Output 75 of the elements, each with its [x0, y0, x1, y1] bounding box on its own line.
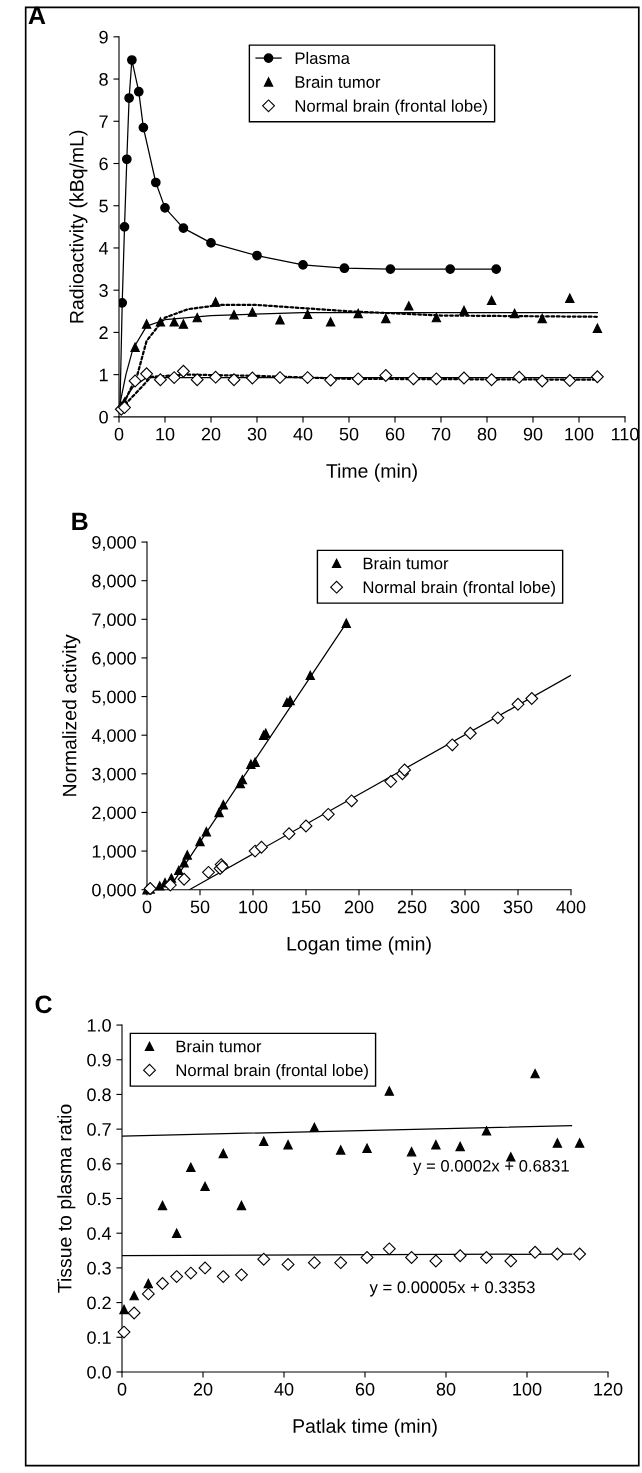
x-tick-label: 100	[239, 900, 268, 914]
x-tick-label: 10	[156, 427, 175, 441]
x-tick-label: 50	[339, 427, 359, 441]
y-tick-label: 8	[99, 72, 108, 86]
y-tick-label: 8,000	[92, 574, 136, 590]
y-tick-label: 0.2	[87, 1296, 111, 1310]
x-tick-label: 100	[513, 1382, 542, 1396]
x-tick-label: 0	[142, 900, 152, 914]
y-tick-label: 5	[99, 199, 108, 213]
chart-title: C	[35, 995, 52, 1014]
x-tick-label: 150	[292, 900, 321, 914]
x-tick-label: 50	[190, 900, 210, 914]
y-tick-label: 3,000	[92, 767, 136, 783]
x-tick-label: 20	[201, 427, 221, 441]
x-tick-label: 30	[247, 427, 267, 441]
chart-title: A	[28, 6, 46, 25]
x-tick-label: 70	[431, 427, 451, 441]
legend-label: Brain tumor	[295, 75, 381, 88]
x-tick-label: 60	[355, 1382, 375, 1396]
y-tick-label: 9	[99, 30, 108, 44]
x-tick-label: 200	[344, 900, 374, 914]
y-tick-label: 2,000	[92, 806, 136, 822]
legend-label: Brain tumor	[363, 557, 449, 570]
x-tick-label: 110	[611, 427, 639, 441]
y-axis-title: Tissue to plasma ratio	[57, 1104, 76, 1293]
legend-label: Normal brain (frontal lobe)	[295, 99, 487, 116]
x-tick-label: 300	[450, 900, 480, 914]
y-tick-label: 0	[99, 410, 108, 424]
x-tick-label: 400	[556, 900, 586, 914]
x-tick-label: 90	[523, 427, 543, 441]
y-tick-label: 2	[99, 326, 108, 339]
y-tick-label: 5,000	[92, 690, 136, 706]
annotation: y = 0.00005x + 0.3353	[369, 1281, 535, 1297]
y-axis-title: Radioactivity (kBq/mL)	[69, 130, 88, 323]
y-tick-label: 0.7	[87, 1123, 111, 1136]
legend-label: Normal brain (frontal lobe)	[176, 1063, 368, 1080]
y-tick-label: 0.1	[87, 1331, 111, 1344]
x-tick-label: 80	[436, 1382, 456, 1396]
x-tick-label: 40	[293, 427, 313, 441]
x-tick-label: 80	[477, 427, 497, 441]
y-tick-label: 0.8	[87, 1088, 111, 1102]
legend-label: Normal brain (frontal lobe)	[363, 580, 555, 597]
y-tick-label: 4,000	[91, 729, 136, 745]
y-tick-label: 4	[98, 242, 109, 255]
y-tick-label: 6,000	[92, 651, 136, 667]
y-tick-label: 1,000	[92, 845, 136, 860]
y-tick-label: 0.3	[87, 1261, 111, 1275]
y-tick-label: 9,000	[92, 536, 136, 551]
y-tick-label: 7	[99, 115, 108, 128]
y-tick-label: 6	[99, 157, 108, 171]
y-tick-label: 3	[99, 284, 108, 297]
y-axis-title: Normalized activity	[62, 634, 81, 796]
x-tick-label: 250	[397, 900, 427, 914]
x-tick-label: 120	[594, 1382, 623, 1396]
x-tick-label: 60	[385, 427, 405, 441]
x-axis-title: Logan time (min)	[287, 936, 431, 955]
y-tick-label: 1	[99, 368, 108, 382]
x-tick-label: 350	[503, 900, 533, 914]
y-tick-label: 0.9	[87, 1053, 111, 1067]
y-tick-label: 1.0	[87, 1019, 111, 1032]
y-tick-label: 0.6	[87, 1157, 111, 1171]
x-tick-label: 40	[274, 1382, 294, 1396]
y-tick-label: 0.5	[87, 1192, 111, 1206]
y-tick-label: 0.0	[87, 1365, 111, 1379]
x-axis-title: Patlak time (min)	[293, 1418, 437, 1437]
x-axis-title: Time (min)	[326, 463, 417, 482]
legend-label: Plasma	[295, 51, 350, 65]
x-tick-label: 100	[565, 427, 594, 441]
annotation: y = 0.0002x + 0.6831	[413, 1159, 569, 1176]
x-tick-label: 20	[193, 1382, 213, 1396]
y-tick-label: 0.4	[87, 1227, 112, 1240]
y-tick-label: 7,000	[92, 613, 136, 629]
legend-label: Brain tumor	[176, 1040, 262, 1053]
chart-title: B	[72, 512, 88, 530]
y-tick-label: 0,000	[92, 883, 136, 899]
